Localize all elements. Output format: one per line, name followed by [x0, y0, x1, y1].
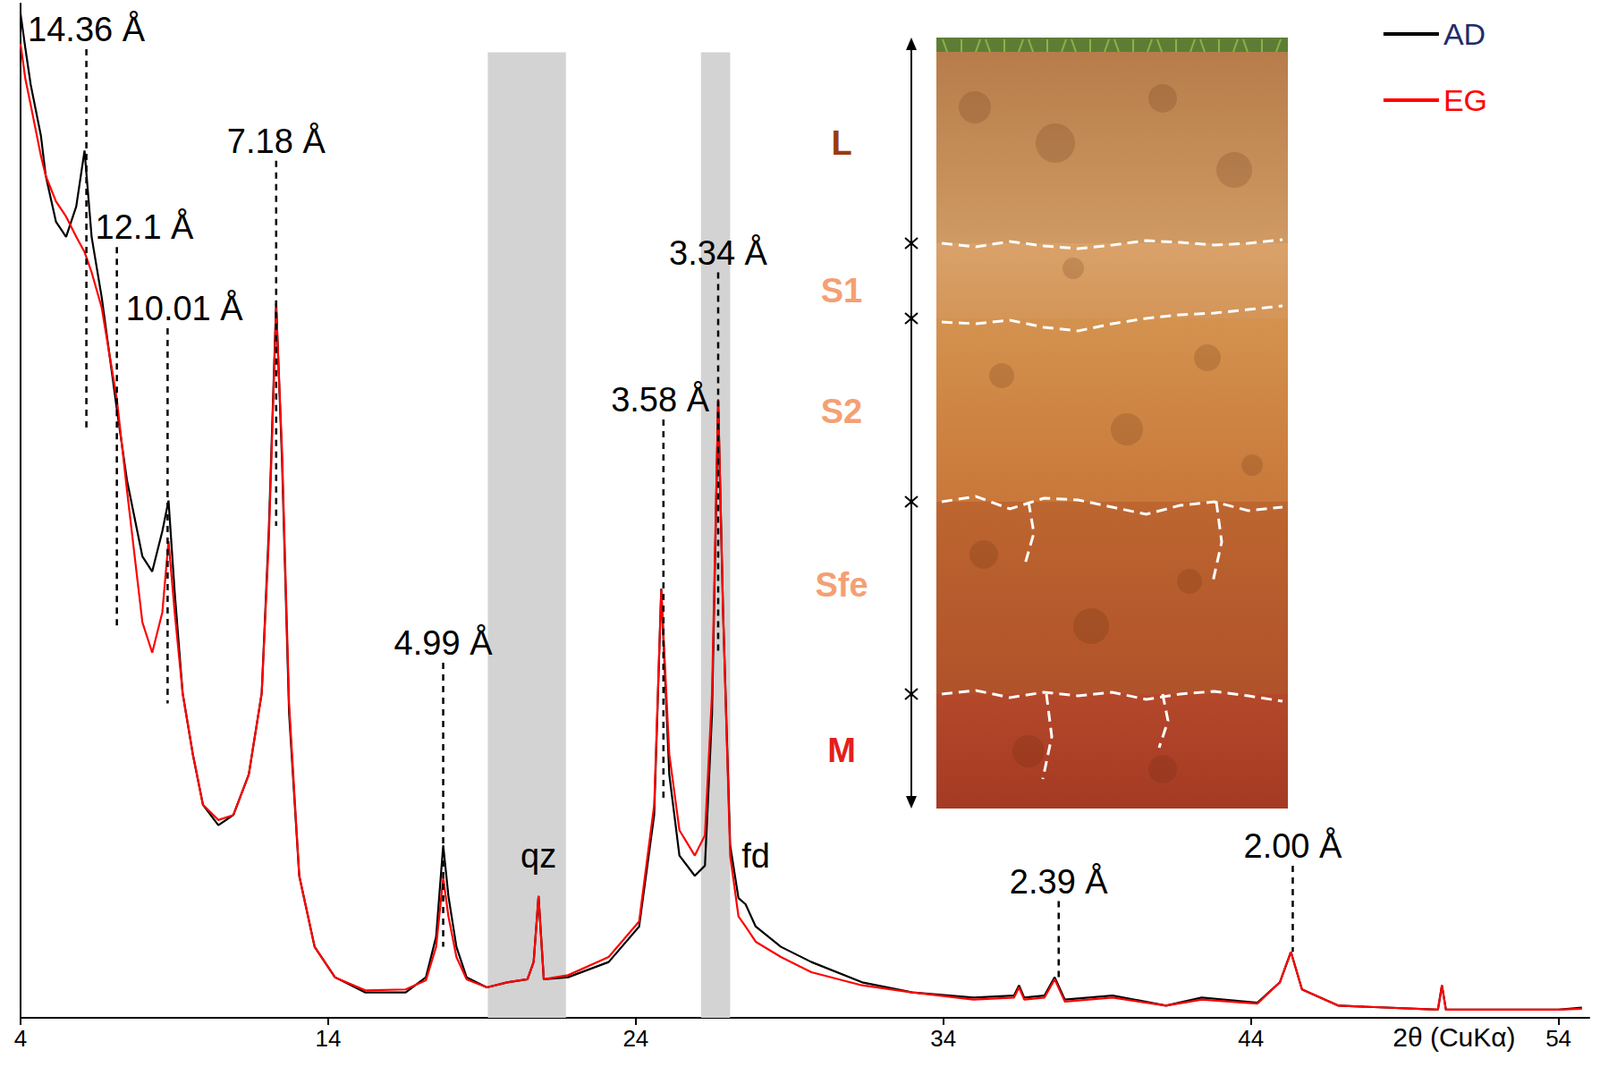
svg-text:7.18 Å: 7.18 Å — [227, 121, 327, 161]
svg-text:2.00 Å: 2.00 Å — [1244, 826, 1344, 865]
svg-text:Sfe: Sfe — [814, 566, 868, 604]
svg-text:14.36 Å: 14.36 Å — [27, 9, 146, 49]
svg-text:54: 54 — [1545, 1024, 1572, 1052]
svg-text:3.34 Å: 3.34 Å — [668, 233, 769, 272]
svg-text:4.99 Å: 4.99 Å — [394, 623, 494, 662]
svg-text:AD: AD — [1443, 16, 1486, 51]
svg-text:3.58 Å: 3.58 Å — [610, 380, 711, 419]
svg-text:S1: S1 — [821, 271, 863, 310]
svg-text:10.01 Å: 10.01 Å — [126, 288, 245, 328]
svg-text:34: 34 — [930, 1024, 957, 1052]
svg-text:2.39 Å: 2.39 Å — [1009, 862, 1109, 901]
svg-text:12.1 Å: 12.1 Å — [95, 207, 195, 246]
svg-text:fd: fd — [741, 837, 771, 875]
svg-text:14: 14 — [314, 1024, 341, 1052]
svg-text:2θ (CuKα): 2θ (CuKα) — [1392, 1022, 1516, 1052]
svg-text:L: L — [830, 124, 852, 162]
svg-text:EG: EG — [1443, 83, 1488, 118]
svg-text:44: 44 — [1237, 1024, 1264, 1052]
svg-text:M: M — [827, 731, 856, 770]
svg-text:4: 4 — [14, 1024, 27, 1052]
svg-text:S2: S2 — [821, 392, 863, 431]
svg-text:24: 24 — [622, 1024, 649, 1052]
svg-text:qz: qz — [520, 837, 557, 875]
